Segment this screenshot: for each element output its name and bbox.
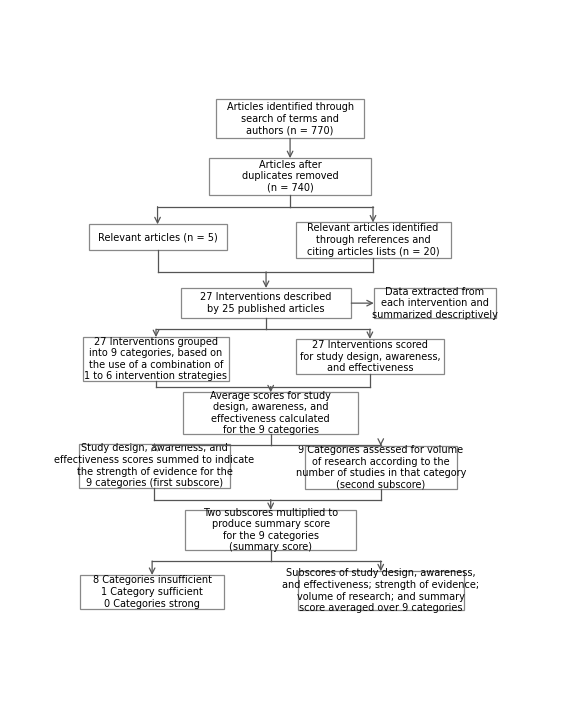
Bar — [79, 444, 230, 488]
Text: 27 Interventions described
by 25 published articles: 27 Interventions described by 25 publish… — [200, 292, 332, 314]
Text: 8 Categories insufficient
1 Category sufficient
0 Categories strong: 8 Categories insufficient 1 Category suf… — [93, 575, 212, 609]
Text: Articles identified through
search of terms and
authors (n = 770): Articles identified through search of te… — [226, 102, 354, 136]
Bar — [186, 510, 356, 550]
Text: Relevant articles (n = 5): Relevant articles (n = 5) — [98, 232, 217, 242]
Bar — [295, 222, 451, 258]
Bar — [183, 393, 358, 433]
Bar — [296, 339, 444, 374]
Bar — [216, 99, 364, 138]
Text: 27 Interventions grouped
into 9 categories, based on
the use of a combination of: 27 Interventions grouped into 9 categori… — [84, 337, 228, 381]
Bar — [374, 288, 496, 318]
Bar — [298, 571, 464, 610]
Text: Data extracted from
each intervention and
summarized descriptively: Data extracted from each intervention an… — [372, 287, 498, 320]
Bar — [181, 288, 351, 318]
Text: Study design, awareness, and
effectiveness scores summed to indicate
the strengt: Study design, awareness, and effectivene… — [54, 443, 255, 488]
Bar — [209, 158, 371, 195]
Bar — [83, 337, 229, 381]
Text: 27 Interventions scored
for study design, awareness,
and effectiveness: 27 Interventions scored for study design… — [299, 340, 440, 373]
Text: Two subscores multiplied to
produce summary score
for the 9 categories
(summary : Two subscores multiplied to produce summ… — [203, 508, 338, 553]
Text: Subscores of study design, awareness,
and effectiveness; strength of evidence;
v: Subscores of study design, awareness, an… — [282, 568, 479, 613]
Bar — [88, 225, 226, 250]
Text: Relevant articles identified
through references and
citing articles lists (n = 2: Relevant articles identified through ref… — [307, 223, 439, 257]
Text: 9 Categories assessed for volume
of research according to the
number of studies : 9 Categories assessed for volume of rese… — [295, 445, 466, 490]
Text: Articles after
duplicates removed
(n = 740): Articles after duplicates removed (n = 7… — [242, 160, 338, 193]
Bar — [305, 445, 457, 489]
Text: Average scores for study
design, awareness, and
effectiveness calculated
for the: Average scores for study design, awarene… — [210, 390, 331, 436]
Bar — [80, 575, 224, 609]
